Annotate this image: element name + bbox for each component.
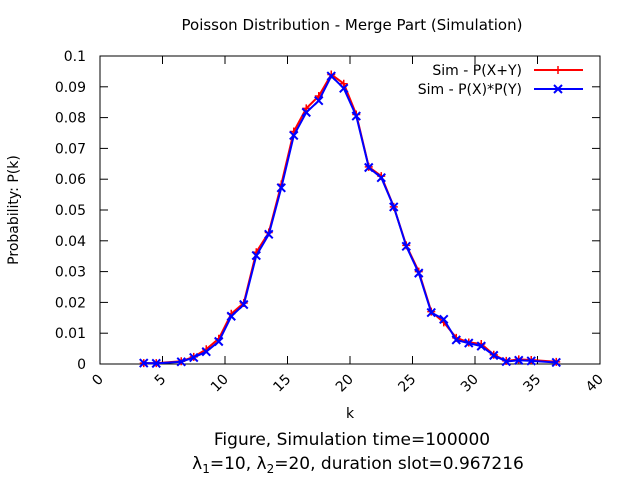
data-point [326,71,336,81]
y-tick-label: 0.01 [55,326,86,342]
data-point [276,183,286,193]
x-tick-label: 35 [520,372,544,396]
data-point [214,336,224,347]
data-point [514,355,524,366]
data-point [151,358,161,369]
data-point [351,111,361,121]
series-line [143,73,557,365]
y-tick-label: 0.1 [64,49,86,65]
lambda-symbol-1: λ [192,454,202,474]
figure-caption: Figure, Simulation time=100000 λ1=10, λ2… [192,430,524,476]
legend-label-1: Sim - P(X)*P(Y) [418,82,522,98]
data-point [501,356,511,367]
data-point [389,202,399,212]
data-point [526,356,536,366]
data-point [551,357,561,368]
x-tick-label: 10 [208,372,232,396]
data-point [401,241,411,252]
legend-marker-0 [554,66,562,74]
y-tick-label: 0.09 [55,80,86,96]
y-tick-label: 0.03 [55,265,86,281]
data-point [364,162,374,173]
data-point [301,107,311,118]
caption-line-2: λ1=10, λ2=20, duration slot=0.967216 [192,454,524,476]
caption-line-1: Figure, Simulation time=100000 [214,430,490,450]
x-tick-label: 25 [395,372,419,396]
legend: Sim - P(X+Y) Sim - P(X)*P(Y) [418,63,583,98]
series-line [143,74,557,365]
legend-label-0: Sim - P(X+Y) [432,63,522,79]
data-point [139,358,149,368]
x-tick-label: 40 [583,372,607,396]
series-1 [139,71,561,369]
data-point [314,95,324,106]
x-tick-label: 5 [152,372,170,390]
y-tick-label: 0.06 [55,172,86,188]
lambda1-subscript: 1 [202,462,210,476]
data-point [464,338,474,348]
x-tick-label: 30 [458,372,482,396]
y-axis: 0 0.01 0.02 0.03 0.04 0.05 0.06 0.07 0.08 0.09 0.1 [55,49,600,373]
data-point [476,341,486,351]
series-layer [139,70,561,369]
lambda-symbol-2: λ [257,454,267,474]
data-point [339,79,348,88]
data-point [289,130,299,141]
data-point [489,350,499,361]
data-point [426,307,436,318]
lambda2-value: =20, duration slot=0.967216 [274,454,524,474]
y-tick-label: 0.05 [55,203,86,219]
data-point [553,84,563,94]
data-point [554,66,562,74]
data-point [376,172,386,183]
data-point [189,352,199,363]
data-point [439,314,449,325]
data-point [201,346,211,357]
data-point [264,229,274,240]
x-tick-label: 20 [333,372,357,396]
x-tick-label: 0 [89,372,107,390]
data-point [251,250,261,261]
x-axis: 0 5 10 15 20 25 30 35 40 [89,56,607,395]
data-point [176,357,186,367]
x-tick-label: 15 [270,372,294,396]
lambda1-value: =10, [210,454,257,474]
x-axis-label: k [346,406,355,422]
legend-marker-1 [553,84,563,94]
chart-title: Poisson Distribution - Merge Part (Simul… [182,16,523,34]
data-point [414,268,424,278]
y-tick-label: 0.02 [55,295,86,311]
y-tick-label: 0 [77,357,86,373]
data-point [239,299,249,310]
y-tick-label: 0.04 [55,234,86,250]
series-0 [139,70,561,368]
data-point [451,335,461,345]
y-tick-label: 0.08 [55,111,86,127]
lambda2-subscript: 2 [267,462,275,476]
y-axis-label: Probability: P(k) [6,155,22,265]
data-point [339,83,349,94]
y-tick-label: 0.07 [55,141,86,157]
data-point [226,311,236,321]
